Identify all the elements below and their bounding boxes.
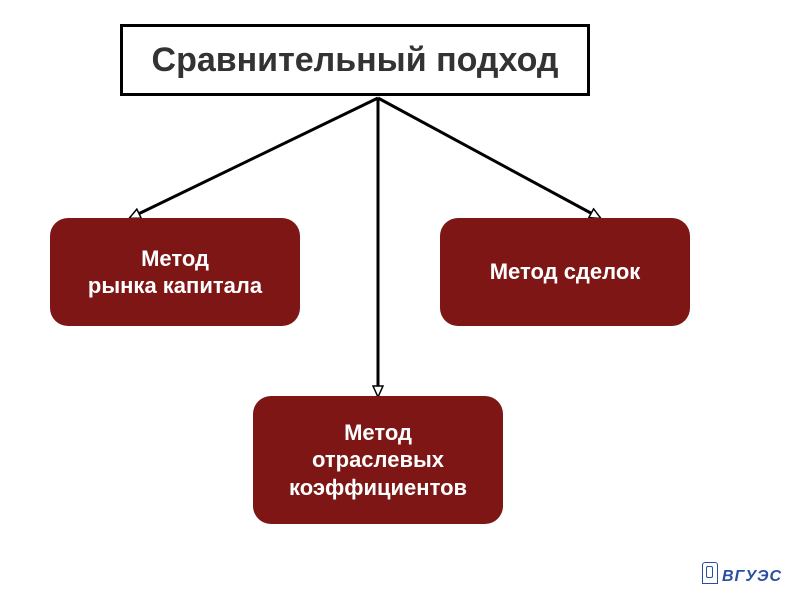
diagram-canvas: Сравнительный подход Метод рынка капитал… [0, 0, 800, 600]
root-node-label: Сравнительный подход [152, 41, 559, 80]
node-center-line2: отраслевых [289, 446, 467, 474]
logo-text: ВГУЭС [722, 568, 782, 585]
root-node: Сравнительный подход [120, 24, 590, 96]
arrow-to-left [130, 98, 378, 218]
logo: ВГУЭС [702, 562, 782, 586]
node-right-line1: Метод сделок [490, 258, 641, 286]
node-left-line2: рынка капитала [88, 272, 262, 300]
logo-icon [702, 562, 718, 584]
arrow-to-right [378, 98, 600, 218]
node-center-line1: Метод [289, 419, 467, 447]
node-center-line3: коэффициентов [289, 474, 467, 502]
child-node-right: Метод сделок [440, 218, 690, 326]
child-node-left: Метод рынка капитала [50, 218, 300, 326]
child-node-center: Метод отраслевых коэффициентов [253, 396, 503, 524]
node-left-line1: Метод [88, 245, 262, 273]
